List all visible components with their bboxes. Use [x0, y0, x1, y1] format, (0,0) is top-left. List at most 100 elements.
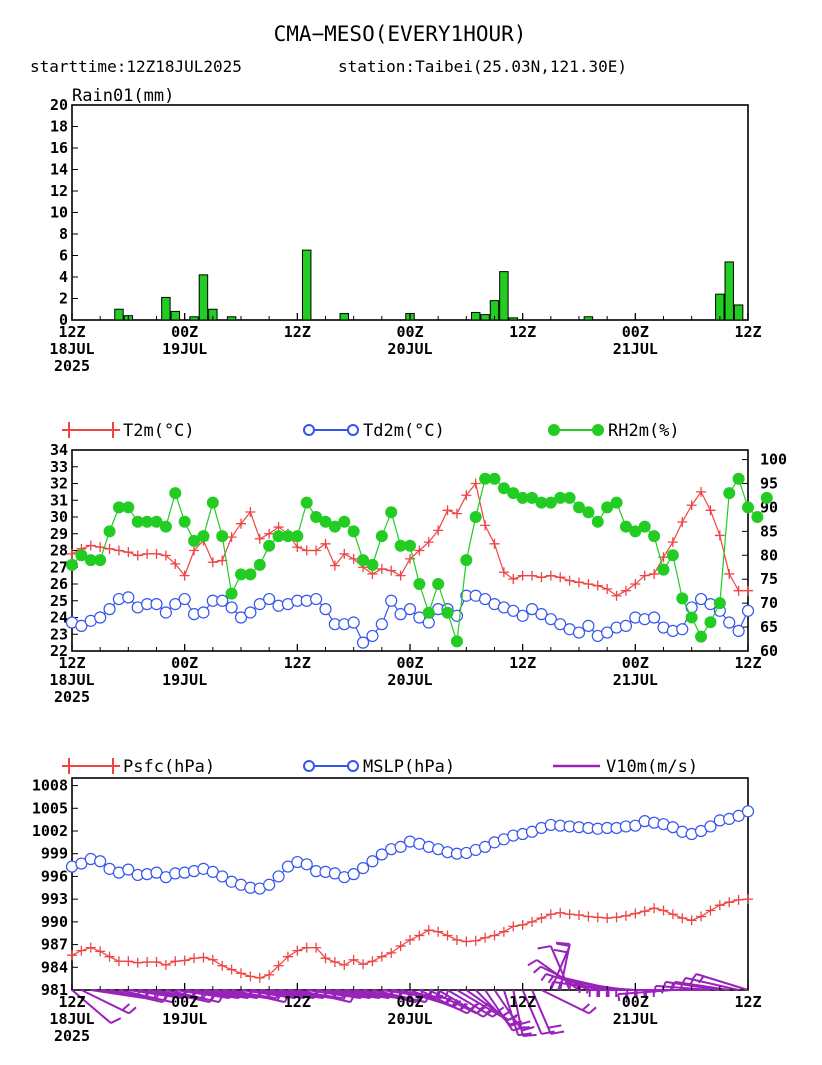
filled-circle-marker [704, 616, 717, 629]
start-time-label: starttime:12Z18JUL2025 [30, 57, 242, 76]
wind-barb-shaft [80, 989, 130, 1015]
rain-bar [733, 304, 744, 321]
cross-marker [583, 579, 594, 589]
cross-marker [733, 585, 744, 596]
cross-marker [160, 550, 171, 561]
cross-marker [264, 528, 275, 539]
y-right-tick-label: 95 [760, 475, 778, 493]
legend-marker [62, 422, 76, 438]
x-tick-label-time: 12Z [734, 654, 761, 672]
legend-label: Psfc(hPa) [123, 757, 215, 777]
wind-barb-shaft [334, 989, 390, 1000]
filled-circle-marker [507, 487, 520, 500]
open-circle-marker [263, 592, 276, 606]
rain-bar [170, 310, 181, 321]
wind-barb-flag [527, 959, 538, 967]
filled-circle-marker [441, 606, 454, 619]
filled-circle-marker [131, 515, 144, 528]
open-circle-marker [544, 613, 557, 626]
cross-marker [564, 575, 575, 586]
open-circle-marker [723, 616, 736, 629]
cross-marker [395, 570, 406, 581]
cross-marker [160, 960, 171, 971]
x-tick-label-time: 00Z [171, 993, 198, 1011]
cross-marker [649, 568, 660, 579]
cross-marker [574, 910, 584, 921]
cross-marker [198, 952, 209, 963]
open-circle-marker [216, 594, 229, 607]
filled-circle-marker [159, 520, 172, 533]
filled-circle-marker [357, 554, 370, 567]
filled-circle-marker [150, 515, 163, 528]
filled-circle-marker [432, 578, 445, 590]
filled-circle-marker [591, 515, 604, 528]
cross-marker [480, 932, 491, 943]
filled-circle-marker [178, 515, 191, 528]
cross-marker [311, 545, 322, 556]
cross-marker [564, 909, 575, 920]
open-circle-marker [150, 597, 163, 611]
cross-marker [339, 548, 350, 559]
filled-circle-marker [713, 597, 726, 610]
wind-barb-shaft [118, 989, 173, 1004]
y-tick-label: 22 [50, 642, 68, 660]
cross-marker [724, 897, 735, 908]
filled-circle-marker [291, 530, 304, 543]
cross-marker [320, 953, 331, 964]
y-tick-label: 12 [50, 182, 68, 200]
open-circle-marker [366, 855, 379, 868]
cross-marker [639, 570, 650, 581]
y-tick-label: 29 [50, 525, 68, 543]
legend-marker [106, 422, 120, 438]
cross-marker [733, 894, 744, 905]
legend-marker [347, 760, 359, 772]
open-circle-marker [272, 870, 285, 883]
open-circle-marker [572, 626, 586, 639]
filled-circle-marker [676, 592, 689, 605]
x-tick-label-date: 21JUL [613, 1010, 658, 1028]
filled-circle-marker [742, 501, 754, 514]
filled-circle-marker [253, 558, 266, 571]
filled-circle-marker [272, 530, 285, 543]
open-circle-marker [366, 629, 379, 643]
cross-marker [113, 956, 124, 967]
plot-frame [71, 104, 749, 321]
open-circle-marker [704, 820, 717, 833]
cross-marker [245, 971, 256, 982]
open-circle-marker [601, 626, 614, 639]
x-tick-label-time: 00Z [396, 993, 423, 1011]
cross-marker [489, 538, 500, 549]
wind-barb-shaft [156, 989, 210, 1004]
cross-marker [329, 956, 340, 967]
wind-barb [690, 973, 749, 991]
legend-marker [592, 424, 604, 436]
wind-barb-flag [555, 941, 570, 945]
cross-marker [583, 911, 594, 922]
y-tick-label: 10 [50, 204, 68, 222]
filled-circle-marker [413, 578, 426, 590]
y-tick-label: 4 [59, 268, 68, 286]
cross-marker [658, 905, 669, 916]
x-tick-label-year: 2025 [54, 357, 90, 375]
wind-barb [531, 989, 565, 1035]
legend-marker [303, 424, 315, 436]
open-circle-marker [394, 840, 407, 854]
filled-circle-marker [732, 472, 745, 485]
cross-marker [602, 913, 613, 924]
filled-circle-marker [206, 496, 219, 509]
cross-marker [358, 959, 369, 970]
legend-label: Td2m(°C) [363, 421, 445, 441]
x-tick-label-time: 00Z [171, 654, 198, 672]
cross-marker [714, 900, 725, 911]
x-tick-label-time: 12Z [509, 323, 536, 341]
cross-marker [414, 930, 425, 941]
y-tick-label: 30 [50, 508, 68, 526]
legend-marker [106, 758, 120, 774]
pressure-wind-panel: 98198498799099399699910021005100812Z18JU… [32, 757, 762, 1045]
x-tick-label-date: 21JUL [613, 340, 658, 358]
legend-label: RH2m(%) [608, 421, 680, 441]
cross-marker [536, 913, 547, 924]
filled-circle-marker [404, 539, 416, 552]
wind-barb [537, 945, 571, 991]
filled-circle-marker [657, 563, 670, 576]
